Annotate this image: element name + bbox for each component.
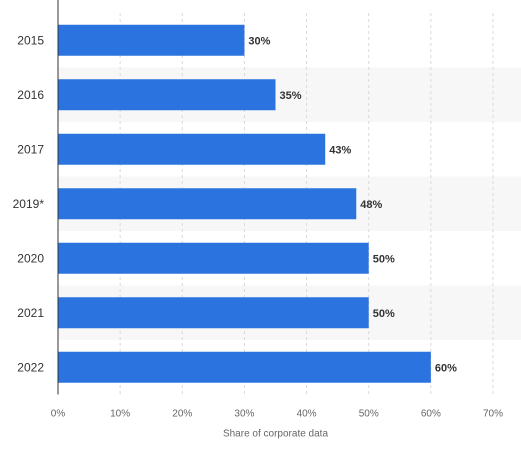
bar-value-label: 30% bbox=[248, 35, 270, 47]
bar[interactable] bbox=[58, 351, 431, 383]
x-tick-label: 70% bbox=[483, 409, 503, 420]
category-label: 2015 bbox=[17, 33, 44, 47]
bar[interactable] bbox=[58, 188, 357, 220]
category-label: 2020 bbox=[17, 251, 44, 265]
x-tick-label: 50% bbox=[359, 409, 379, 420]
bar[interactable] bbox=[58, 79, 276, 111]
bar-value-label: 50% bbox=[373, 253, 395, 265]
category-label: 2022 bbox=[17, 360, 44, 374]
category-label: 2019* bbox=[13, 197, 45, 211]
x-tick-labels: 0% 10% 20% 30% 40% 50% 60% 70% bbox=[51, 409, 503, 420]
x-tick-label: 20% bbox=[172, 409, 192, 420]
category-label: 2017 bbox=[17, 142, 44, 156]
bar-value-label: 60% bbox=[435, 362, 457, 374]
bar[interactable] bbox=[58, 24, 245, 56]
x-tick-label: 30% bbox=[234, 409, 254, 420]
x-tick-label: 0% bbox=[51, 409, 66, 420]
bar-value-labels: 30% 35% 43% 48% 50% 50% 60% bbox=[248, 35, 457, 374]
bar[interactable] bbox=[58, 297, 369, 329]
x-axis-title: Share of corporate data bbox=[223, 429, 329, 440]
x-tick-label: 60% bbox=[421, 409, 441, 420]
x-tick-label: 10% bbox=[110, 409, 130, 420]
category-label: 2016 bbox=[17, 88, 44, 102]
bar-value-label: 35% bbox=[280, 90, 302, 102]
bar-value-label: 48% bbox=[360, 199, 382, 211]
bar-value-label: 43% bbox=[329, 144, 351, 156]
category-labels: 2015 2016 2017 2019* 2020 2021 2022 bbox=[13, 33, 45, 374]
bar-value-label: 50% bbox=[373, 308, 395, 320]
bar[interactable] bbox=[58, 133, 326, 165]
bar[interactable] bbox=[58, 242, 369, 274]
bars bbox=[58, 24, 431, 383]
category-label: 2021 bbox=[17, 306, 44, 320]
x-tick-label: 40% bbox=[297, 409, 317, 420]
